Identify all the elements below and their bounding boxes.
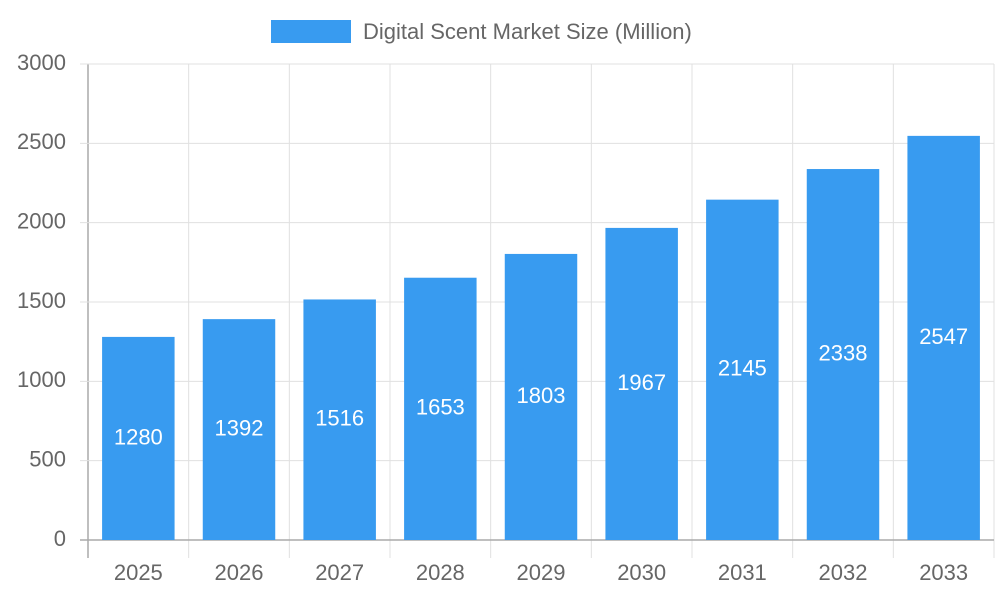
data-label: 2338 [819,340,868,365]
legend-label: Digital Scent Market Size (Million) [363,19,692,44]
x-tick-label: 2028 [416,560,465,585]
y-tick-label: 500 [29,446,66,471]
x-tick-label: 2029 [517,560,566,585]
legend-swatch [271,20,351,43]
data-label: 1280 [114,424,163,449]
bar [102,336,175,540]
bar [202,319,276,540]
data-label: 1653 [416,395,465,420]
data-label: 2547 [919,324,968,349]
y-tick-label: 0 [54,526,66,551]
y-tick-label: 2500 [17,129,66,154]
y-tick-label: 1000 [17,367,66,392]
bar [303,299,376,540]
bar [404,277,477,540]
bar [504,253,578,540]
y-tick-label: 3000 [17,50,66,75]
y-tick-label: 2000 [17,208,66,233]
x-tick-label: 2030 [617,560,666,585]
data-label: 1967 [617,370,666,395]
bar [605,227,678,541]
data-label: 1392 [215,415,264,440]
x-tick-label: 2025 [114,560,163,585]
y-tick-label: 1500 [17,288,66,313]
bar [907,135,980,540]
x-tick-label: 2032 [819,560,868,585]
bar [706,199,779,540]
data-label: 2145 [718,356,767,381]
x-tick-label: 2033 [919,560,968,585]
bar [806,169,880,540]
x-tick-label: 2031 [718,560,767,585]
data-label: 1803 [517,383,566,408]
x-tick-label: 2026 [215,560,264,585]
x-tick-label: 2027 [315,560,364,585]
data-label: 1516 [315,406,364,431]
